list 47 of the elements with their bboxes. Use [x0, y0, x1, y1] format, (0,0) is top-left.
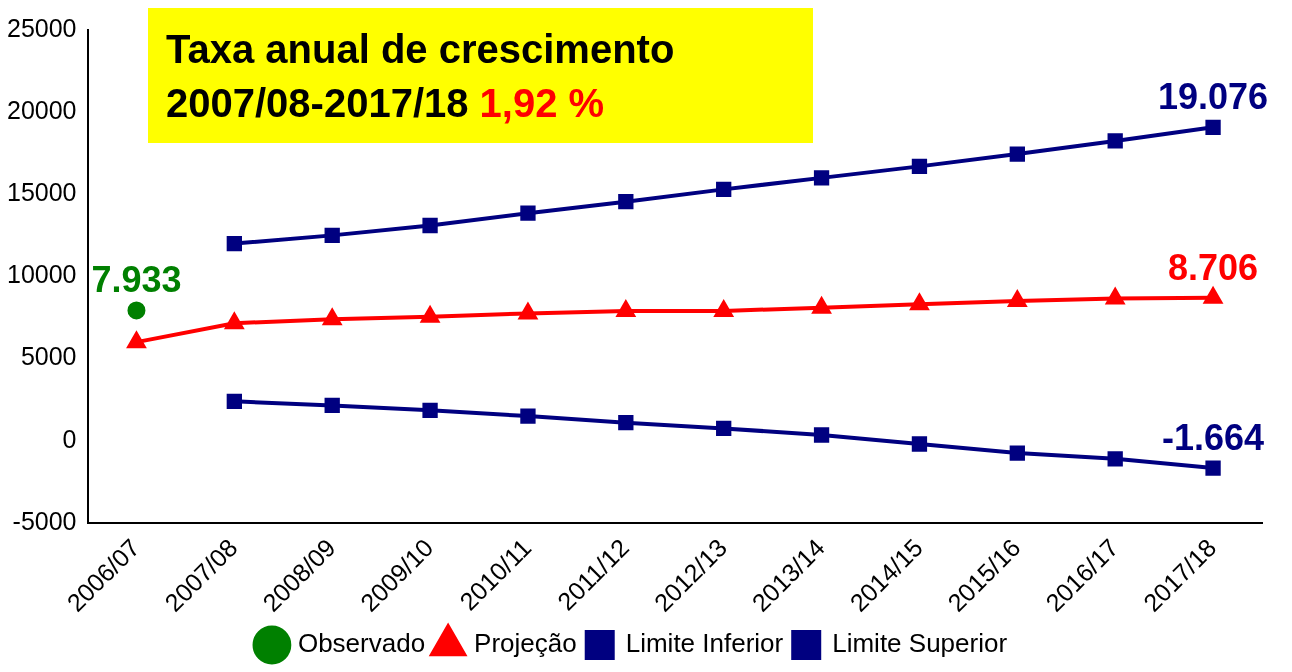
point	[422, 402, 438, 418]
annotation: 19.076	[1158, 76, 1269, 118]
y-tick-label: 15000	[6, 178, 77, 207]
point	[1107, 133, 1123, 149]
point	[226, 235, 242, 252]
point	[1205, 460, 1221, 476]
point	[813, 427, 830, 443]
legend-label: Projeção	[474, 628, 577, 659]
point	[1107, 451, 1123, 467]
y-tick-label: 0	[62, 424, 77, 453]
legend-label: Observado	[297, 628, 426, 659]
point	[520, 408, 536, 424]
point	[127, 301, 146, 320]
y-tick-label: -5000	[12, 506, 77, 535]
point	[225, 313, 244, 330]
y-tick-label: 20000	[6, 96, 77, 125]
point	[1009, 445, 1025, 461]
point	[911, 158, 928, 175]
legend-label: Limite Inferior	[625, 628, 784, 659]
point	[226, 393, 242, 409]
point	[716, 181, 732, 198]
point	[1009, 146, 1025, 162]
point	[911, 436, 928, 452]
title-box: Taxa anual de crescimento 2007/08-2017/18 1,92 %	[148, 8, 813, 143]
chart-title: Taxa anual de crescimento	[166, 26, 676, 73]
annotation: -1.664	[1162, 417, 1265, 458]
annotation: 1,92 %	[478, 81, 605, 125]
point	[1205, 119, 1221, 135]
point	[1008, 291, 1027, 308]
point	[716, 420, 732, 437]
point	[618, 415, 634, 431]
y-tick-label: 25000	[6, 13, 77, 42]
point	[324, 397, 340, 414]
annotation: 8.706	[1168, 246, 1259, 288]
point	[422, 217, 438, 234]
y-tick-label: 10000	[6, 260, 77, 289]
point	[618, 194, 634, 210]
point	[519, 303, 537, 320]
point	[813, 170, 830, 186]
point	[520, 205, 536, 221]
point	[127, 332, 146, 349]
point	[324, 227, 340, 244]
y-tick-label: 5000	[20, 342, 77, 371]
point	[323, 309, 342, 326]
point	[910, 294, 929, 311]
legend-label: Limite Superior	[832, 628, 1008, 659]
annotation: 7.933	[91, 259, 182, 301]
